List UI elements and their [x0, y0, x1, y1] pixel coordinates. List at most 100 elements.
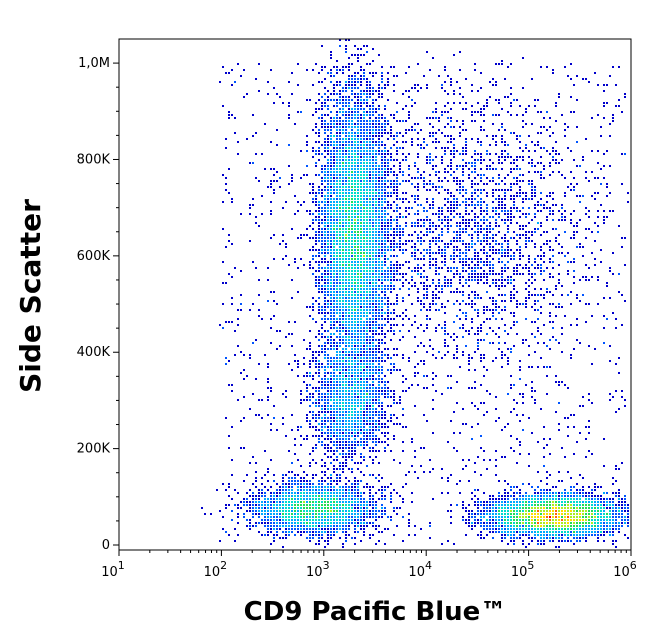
event-dot: [357, 279, 359, 281]
event-dot: [585, 492, 587, 494]
event-dot: [390, 396, 392, 398]
event-dot: [543, 489, 545, 491]
event-dot: [369, 285, 371, 287]
event-dot: [573, 498, 575, 500]
event-dot: [339, 120, 341, 122]
event-dot: [327, 270, 329, 272]
event-dot: [282, 516, 284, 518]
event-dot: [366, 381, 368, 383]
event-dot: [591, 501, 593, 503]
event-dot: [603, 498, 605, 500]
event-dot: [480, 144, 482, 146]
event-dot: [330, 378, 332, 380]
event-dot: [381, 267, 383, 269]
event-dot: [486, 258, 488, 260]
event-dot: [324, 93, 326, 95]
event-dot: [348, 264, 350, 266]
event-dot: [483, 261, 485, 263]
event-dot: [324, 147, 326, 149]
event-dot: [552, 522, 554, 524]
event-dot: [480, 531, 482, 533]
event-dot: [315, 387, 317, 389]
event-dot: [333, 459, 335, 461]
event-dot: [330, 531, 332, 533]
event-dot: [354, 144, 356, 146]
event-dot: [333, 90, 335, 92]
event-dot: [384, 252, 386, 254]
event-dot: [279, 537, 281, 539]
event-dot: [384, 189, 386, 191]
event-dot: [513, 513, 515, 515]
event-dot: [342, 321, 344, 323]
event-dot: [471, 525, 473, 527]
event-dot: [537, 501, 539, 503]
event-dot: [303, 480, 305, 482]
event-dot: [321, 486, 323, 488]
event-dot: [363, 114, 365, 116]
event-dot: [540, 501, 542, 503]
event-dot: [351, 216, 353, 218]
event-dot: [243, 480, 245, 482]
event-dot: [360, 252, 362, 254]
event-dot: [342, 387, 344, 389]
event-dot: [303, 522, 305, 524]
event-dot: [351, 123, 353, 125]
event-dot: [507, 216, 509, 218]
event-dot: [339, 288, 341, 290]
event-dot: [345, 507, 347, 509]
event-dot: [432, 207, 434, 209]
event-dot: [489, 165, 491, 167]
event-dot: [357, 276, 359, 278]
event-dot: [324, 423, 326, 425]
event-dot: [570, 531, 572, 533]
event-dot: [381, 252, 383, 254]
event-dot: [375, 378, 377, 380]
event-dot: [318, 237, 320, 239]
event-dot: [459, 279, 461, 281]
event-dot: [417, 177, 419, 179]
event-dot: [366, 201, 368, 203]
event-dot: [402, 228, 404, 230]
event-dot: [627, 507, 629, 509]
event-dot: [354, 522, 356, 524]
event-dot: [357, 207, 359, 209]
event-dot: [522, 540, 524, 542]
event-dot: [336, 363, 338, 365]
event-dot: [354, 141, 356, 143]
event-dot: [378, 399, 380, 401]
event-dot: [351, 387, 353, 389]
event-dot: [591, 522, 593, 524]
event-dot: [384, 144, 386, 146]
event-dot: [333, 84, 335, 86]
event-dot: [339, 492, 341, 494]
event-dot: [522, 507, 524, 509]
event-dot: [330, 207, 332, 209]
event-dot: [351, 144, 353, 146]
event-dot: [384, 390, 386, 392]
event-dot: [564, 210, 566, 212]
event-dot: [372, 504, 374, 506]
event-dot: [345, 324, 347, 326]
event-dot: [375, 255, 377, 257]
event-dot: [384, 228, 386, 230]
event-dot: [384, 294, 386, 296]
event-dot: [417, 186, 419, 188]
event-dot: [339, 312, 341, 314]
event-dot: [600, 528, 602, 530]
event-dot: [342, 147, 344, 149]
event-dot: [321, 291, 323, 293]
event-dot: [345, 138, 347, 140]
event-dot: [306, 210, 308, 212]
event-dot: [363, 237, 365, 239]
event-dot: [315, 234, 317, 236]
event-dot: [546, 510, 548, 512]
event-dot: [363, 525, 365, 527]
event-dot: [444, 327, 446, 329]
event-dot: [588, 513, 590, 515]
event-dot: [360, 405, 362, 407]
event-dot: [588, 528, 590, 530]
event-dot: [315, 519, 317, 521]
event-dot: [267, 525, 269, 527]
event-dot: [372, 315, 374, 317]
event-dot: [348, 495, 350, 497]
